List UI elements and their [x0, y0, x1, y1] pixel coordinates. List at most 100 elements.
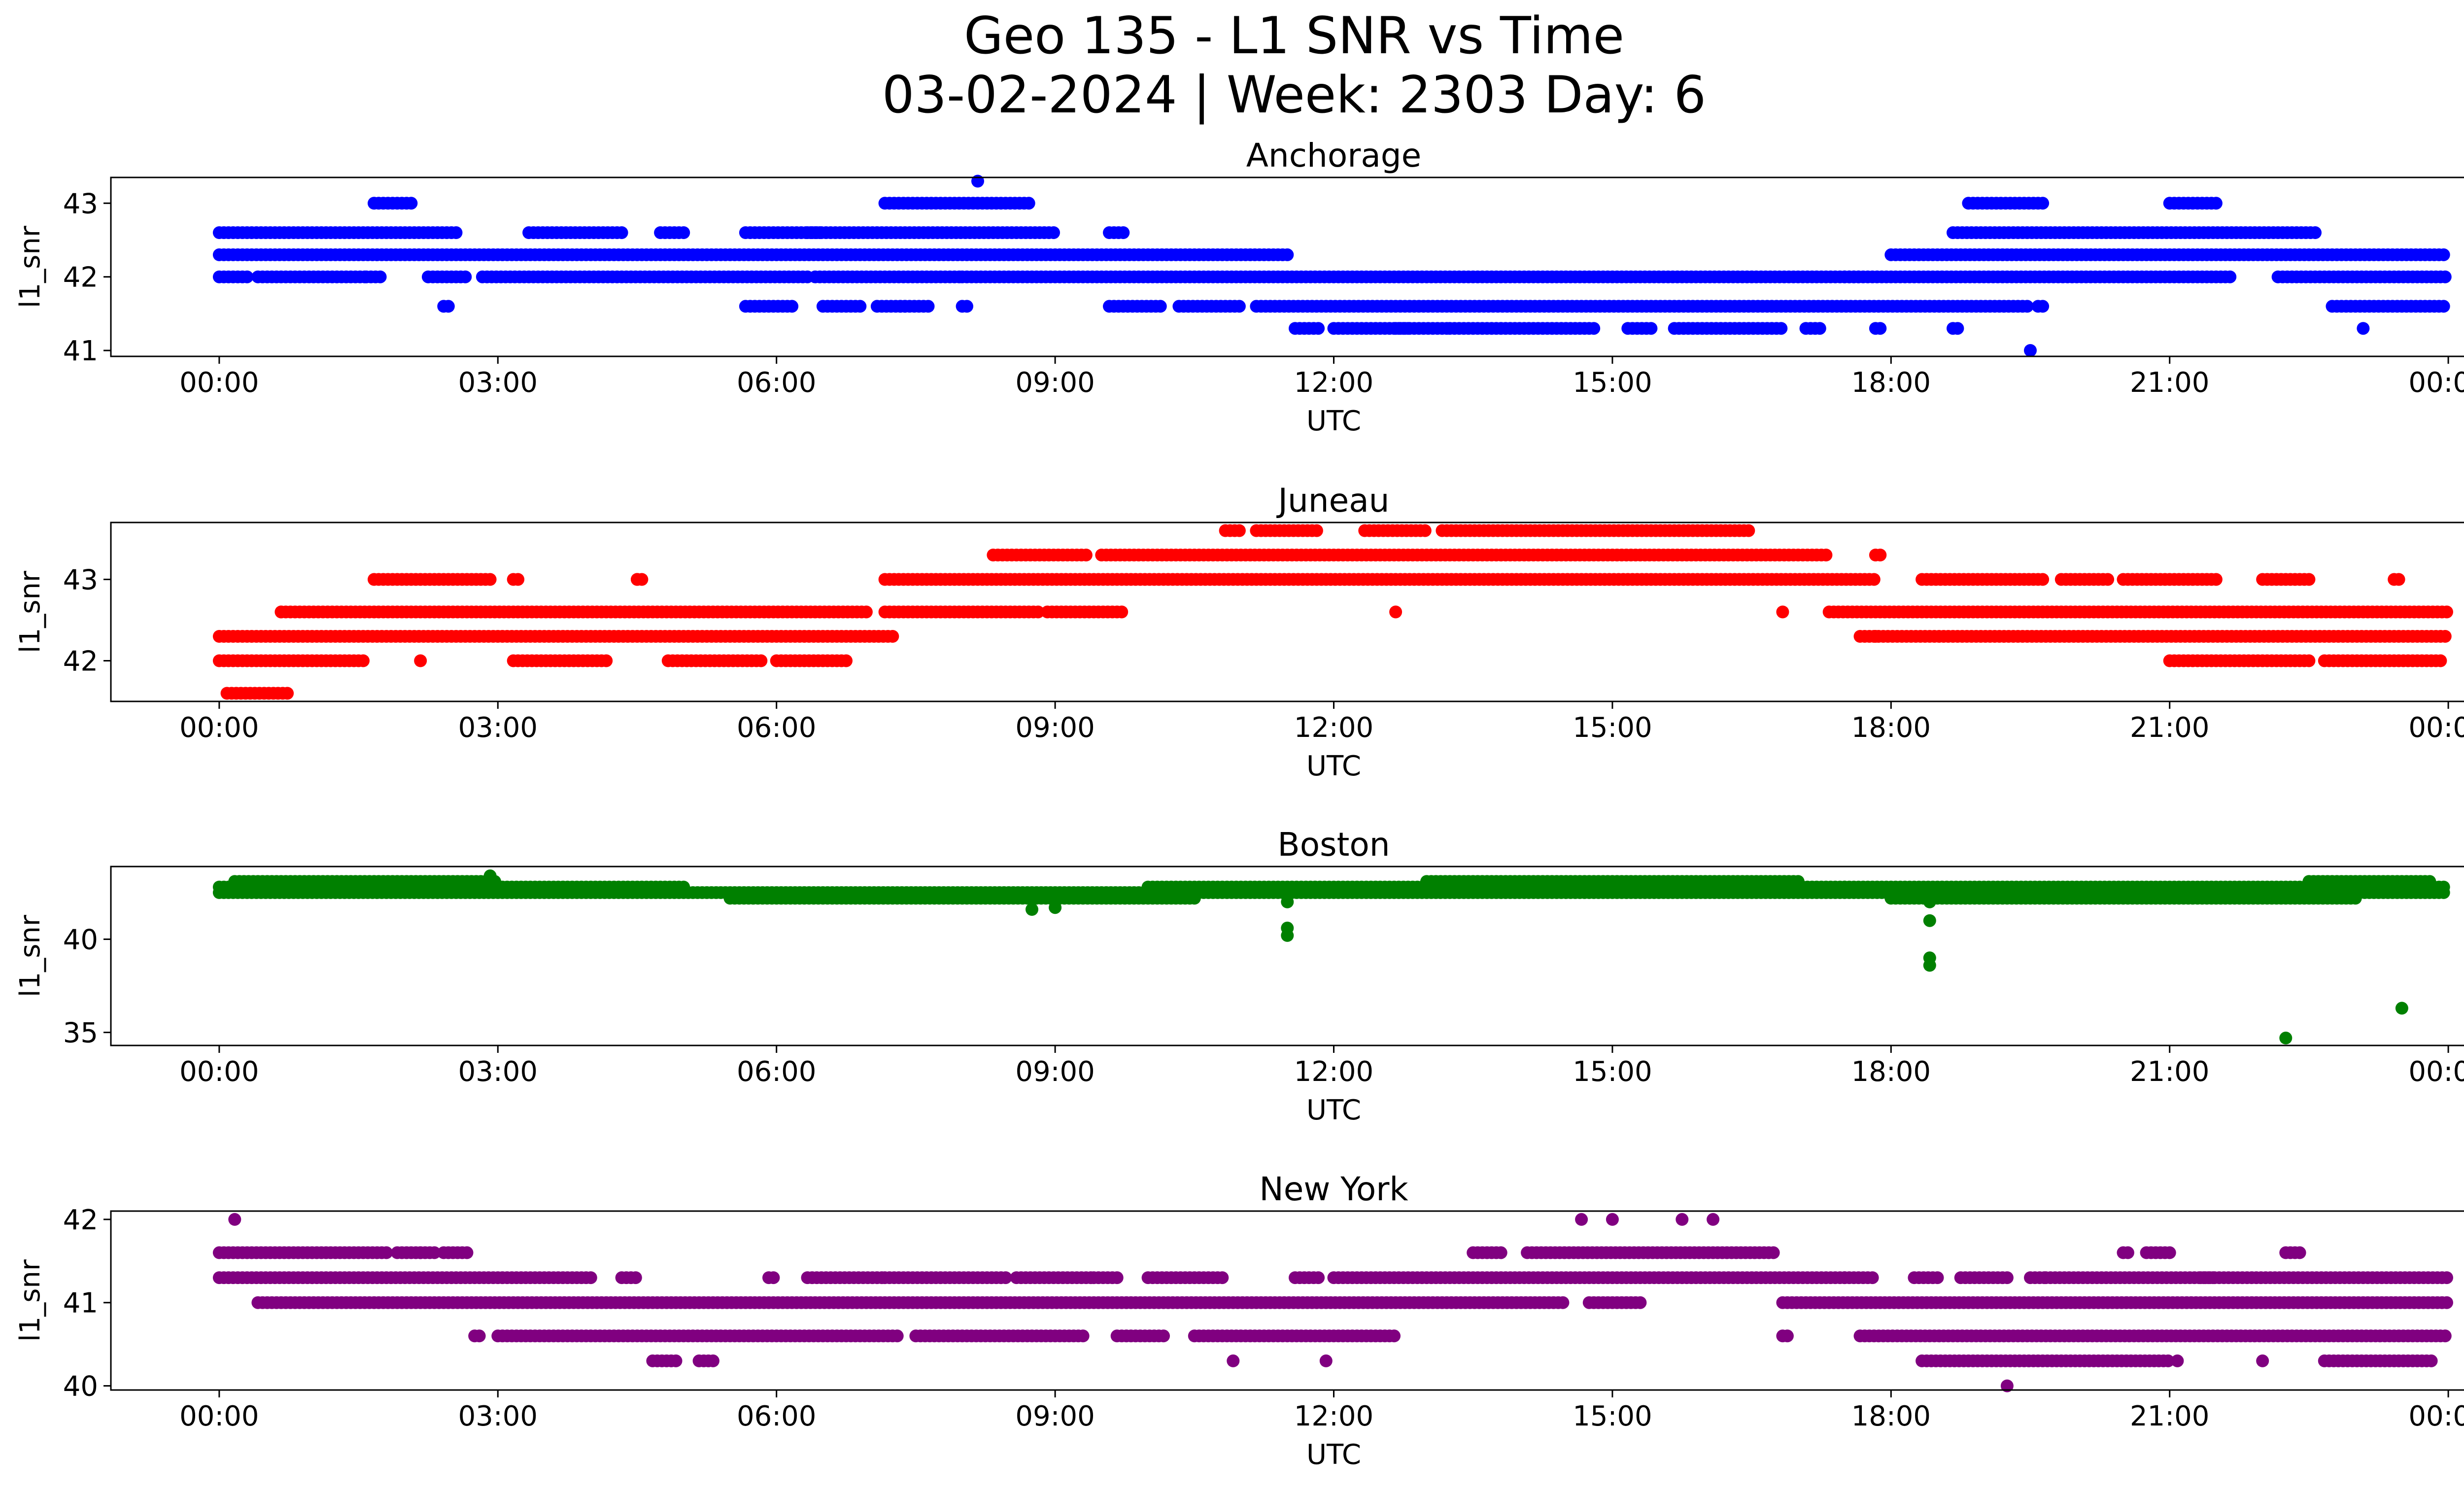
data-point — [1117, 226, 1130, 239]
data-point — [1389, 605, 1403, 619]
data-point — [1776, 605, 1789, 619]
y-tick-label: 42 — [63, 262, 98, 294]
data-point — [2279, 1031, 2293, 1044]
x-tick-label: 12:00 — [1294, 367, 1373, 399]
subplot-title: Anchorage — [1246, 137, 1422, 174]
x-tick-label: 03:00 — [458, 367, 538, 399]
data-point — [1494, 1246, 1507, 1259]
data-point — [1047, 226, 1060, 239]
data-point — [2000, 1271, 2014, 1285]
figure-title-line-1: Geo 135 - L1 SNR vs Time — [964, 6, 1624, 66]
subplot-title: New York — [1259, 1170, 1408, 1208]
x-tick-label: 18:00 — [1851, 712, 1931, 744]
data-point — [1923, 914, 1936, 927]
x-axis-label: UTC — [1306, 750, 1361, 782]
data-point — [1281, 248, 1294, 261]
data-point — [2437, 300, 2450, 313]
data-series — [212, 174, 2452, 357]
data-point — [2440, 605, 2453, 619]
data-point — [460, 1246, 474, 1259]
data-point — [2392, 573, 2405, 586]
x-tick-label: 18:00 — [1851, 367, 1931, 399]
data-point — [615, 226, 628, 239]
data-point — [1644, 322, 1658, 335]
data-point — [1232, 524, 1246, 537]
data-point — [854, 300, 867, 313]
x-tick-label: 12:00 — [1294, 712, 1373, 744]
data-point — [512, 573, 525, 586]
data-point — [442, 300, 455, 313]
data-point — [1031, 605, 1045, 619]
x-tick-label: 03:00 — [458, 1056, 538, 1088]
data-point — [2036, 573, 2050, 586]
data-point — [374, 270, 387, 283]
data-point — [2438, 270, 2452, 283]
data-point — [380, 1246, 393, 1259]
data-point — [2209, 197, 2223, 210]
data-point — [2438, 630, 2452, 643]
data-point — [1556, 1296, 1570, 1309]
x-tick-label: 12:00 — [1294, 1056, 1373, 1088]
y-tick-label: 35 — [63, 1017, 98, 1049]
x-tick-label: 09:00 — [1015, 712, 1095, 744]
data-point — [2349, 892, 2362, 905]
data-point — [2437, 886, 2450, 899]
data-point — [1634, 1296, 1647, 1309]
x-axis-label: UTC — [1306, 405, 1361, 437]
data-point — [1232, 300, 1246, 313]
data-point — [2357, 322, 2370, 335]
data-point — [2036, 197, 2050, 210]
data-point — [1281, 895, 1294, 908]
x-tick-label: 15:00 — [1573, 712, 1652, 744]
data-point — [281, 687, 294, 700]
data-point — [1154, 300, 1167, 313]
data-point — [1022, 197, 1035, 210]
x-tick-label: 21:00 — [2130, 367, 2209, 399]
x-tick-label: 18:00 — [1851, 1056, 1931, 1088]
y-tick-label: 40 — [63, 924, 98, 956]
data-point — [1216, 1271, 1229, 1285]
data-point — [584, 1271, 597, 1285]
data-point — [1931, 1271, 1944, 1285]
data-point — [1775, 322, 1788, 335]
x-tick-label: 00:00 — [2408, 1056, 2464, 1088]
data-point — [1867, 573, 1881, 586]
data-point — [2302, 573, 2316, 586]
data-point — [2437, 248, 2450, 261]
data-point — [1951, 322, 1964, 335]
data-point — [1312, 322, 1325, 335]
data-point — [631, 573, 644, 586]
data-point — [767, 1271, 780, 1285]
x-tick-label: 09:00 — [1015, 1056, 1095, 1088]
data-point — [1281, 929, 1294, 942]
data-point — [754, 654, 768, 667]
x-tick-label: 03:00 — [458, 712, 538, 744]
data-point — [677, 226, 690, 239]
data-point — [1767, 1246, 1780, 1259]
data-point — [1874, 322, 1887, 335]
figure-title-line-2: 03-02-2024 | Week: 2303 Day: 6 — [882, 66, 1706, 125]
data-point — [1079, 549, 1093, 561]
data-series — [212, 869, 2450, 1044]
data-point — [971, 174, 984, 188]
y-tick-label: 43 — [63, 564, 98, 596]
data-point — [629, 1271, 642, 1285]
data-point — [859, 605, 873, 619]
y-axis-label: l1_snr — [14, 570, 46, 653]
y-tick-label: 42 — [63, 646, 98, 678]
x-tick-label: 15:00 — [1573, 1056, 1652, 1088]
data-point — [2163, 1246, 2176, 1259]
data-point — [2293, 1246, 2306, 1259]
x-tick-label: 09:00 — [1015, 367, 1095, 399]
data-point — [1026, 903, 1038, 916]
x-tick-label: 06:00 — [737, 712, 816, 744]
data-point — [999, 1271, 1012, 1285]
data-point — [1110, 1271, 1124, 1285]
data-point — [1923, 895, 1936, 908]
data-point — [414, 654, 427, 667]
data-point — [2302, 654, 2316, 667]
